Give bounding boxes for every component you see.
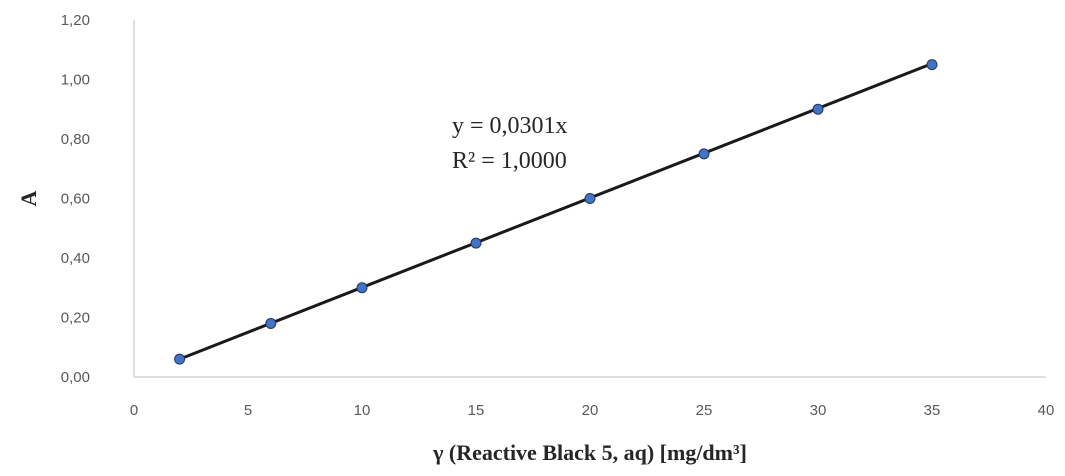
x-tick-label: 15 [468, 402, 485, 419]
data-point [174, 353, 186, 365]
y-axis-title: A [16, 190, 41, 206]
x-tick-labels: 0 5 10 15 20 25 30 35 40 [130, 402, 1055, 419]
x-tick-label: 30 [810, 402, 827, 419]
trendline-layer [178, 62, 934, 361]
data-point [926, 59, 938, 71]
trendline-equation: y = 0,0301x [452, 113, 568, 139]
linear-trendline [178, 62, 934, 361]
data-point [698, 148, 710, 160]
y-tick-label: 0,60 [61, 191, 90, 208]
y-tick-label: 0,20 [61, 310, 90, 327]
x-tick-label: 10 [354, 402, 371, 419]
x-axis-title: γ (Reactive Black 5, aq) [mg/dm³] [432, 440, 747, 465]
y-tick-labels: 0,00 0,20 0,40 0,60 0,80 1,00 1,20 [61, 12, 90, 386]
y-tick-label: 0,80 [61, 131, 90, 148]
x-tick-label: 35 [924, 402, 941, 419]
data-point [265, 317, 277, 329]
data-point [812, 103, 824, 115]
x-tick-label: 40 [1038, 402, 1055, 419]
r-squared-label: R² = 1,0000 [452, 148, 567, 174]
y-tick-label: 0,40 [61, 250, 90, 267]
data-point [356, 282, 368, 294]
axes-layer [133, 20, 1046, 378]
data-point [470, 237, 482, 249]
data-points-layer [174, 59, 938, 365]
data-point [584, 193, 596, 204]
y-tick-label: 0,00 [61, 369, 90, 386]
x-tick-label: 20 [582, 402, 599, 419]
y-tick-label: 1,00 [61, 72, 90, 89]
y-tick-label: 1,20 [61, 12, 90, 29]
x-tick-label: 0 [130, 402, 138, 419]
x-tick-label: 5 [244, 402, 252, 419]
x-tick-label: 25 [696, 402, 713, 419]
